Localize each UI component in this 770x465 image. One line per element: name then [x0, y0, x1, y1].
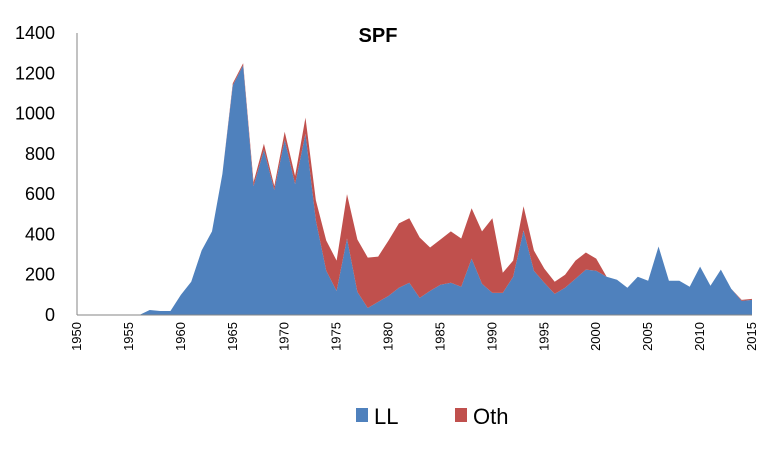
y-tick-label: 1200 — [15, 63, 55, 83]
x-tick-label: 1970 — [277, 322, 292, 351]
legend-swatch-oth — [455, 408, 467, 422]
x-tick-label: 1985 — [432, 322, 447, 351]
x-tick-label: 1975 — [329, 322, 344, 351]
legend-label-oth: Oth — [473, 404, 508, 429]
x-tick-label: 1980 — [381, 322, 396, 351]
x-tick-labels: 1950 1955 1960 1965 1970 1975 1980 1985 1990 1995… — [69, 322, 759, 351]
chart-title: SPF — [359, 25, 398, 47]
y-tick-label: 0 — [45, 305, 55, 325]
legend-label-ll: LL — [374, 404, 398, 429]
y-tick-label: 1000 — [15, 104, 55, 124]
x-tick-label: 2005 — [640, 322, 655, 351]
area-layer — [77, 63, 752, 316]
y-tick-label: 600 — [25, 184, 55, 204]
x-tick-label: 1965 — [225, 322, 240, 351]
y-tick-label: 200 — [25, 265, 55, 285]
x-tick-label: 1995 — [536, 322, 551, 351]
series-area-oth — [77, 63, 752, 316]
x-tick-label: 2010 — [692, 322, 707, 351]
x-tick-label: 1960 — [173, 322, 188, 351]
x-tick-label: 1950 — [69, 322, 84, 351]
legend-swatch-ll — [356, 408, 368, 422]
x-tick-label: 1955 — [121, 322, 136, 351]
axis-layer — [76, 33, 752, 316]
y-tick-label: 400 — [25, 224, 55, 244]
y-tick-label: 800 — [25, 144, 55, 164]
y-tick-labels: 0 200 400 600 800 1000 1200 1400 — [15, 23, 55, 325]
x-tick-label: 1990 — [484, 322, 499, 351]
y-tick-label: 1400 — [15, 23, 55, 43]
series-area-ll — [77, 65, 752, 315]
legend: LL Oth — [356, 404, 508, 429]
x-tick-label: 2015 — [744, 322, 759, 351]
x-tick-label: 2000 — [588, 322, 603, 351]
